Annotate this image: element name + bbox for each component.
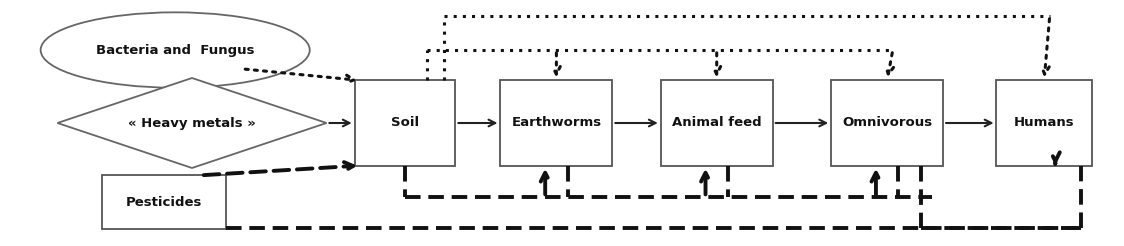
Text: « Heavy metals »: « Heavy metals » [128, 117, 256, 129]
FancyBboxPatch shape [500, 80, 613, 166]
Text: Soil: Soil [391, 117, 419, 129]
FancyBboxPatch shape [102, 175, 226, 229]
Text: Bacteria and  Fungus: Bacteria and Fungus [96, 44, 254, 57]
Text: Pesticides: Pesticides [126, 196, 202, 209]
FancyBboxPatch shape [997, 80, 1091, 166]
FancyBboxPatch shape [354, 80, 455, 166]
Text: Animal feed: Animal feed [672, 117, 762, 129]
Text: Earthworms: Earthworms [511, 117, 601, 129]
Text: Humans: Humans [1014, 117, 1075, 129]
FancyBboxPatch shape [661, 80, 773, 166]
Polygon shape [57, 78, 327, 168]
Ellipse shape [40, 12, 310, 88]
FancyBboxPatch shape [831, 80, 943, 166]
Text: Omnivorous: Omnivorous [842, 117, 932, 129]
